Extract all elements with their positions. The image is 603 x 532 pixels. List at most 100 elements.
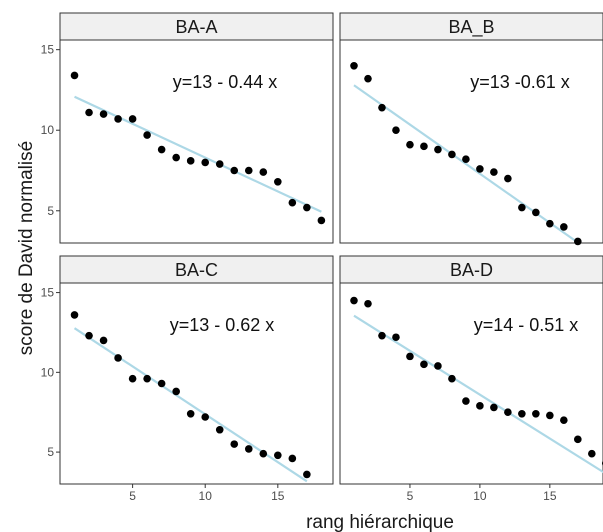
- data-point: [532, 410, 540, 418]
- facet-title: BA_B: [448, 17, 494, 38]
- data-point: [364, 74, 372, 83]
- data-point: [518, 410, 526, 418]
- data-point: [288, 198, 297, 207]
- panel-border: [59, 39, 334, 244]
- data-point: [448, 150, 456, 159]
- data-point: [532, 208, 540, 217]
- x-tick-label: 15: [271, 489, 285, 503]
- x-axis-title: rang hiérarchique: [306, 512, 454, 532]
- data-point: [85, 108, 93, 117]
- data-point: [259, 449, 268, 458]
- data-point: [434, 145, 442, 154]
- data-point: [288, 454, 297, 463]
- data-point: [143, 374, 151, 383]
- regression-line: [353, 314, 603, 474]
- regression-equation: y=13 - 0.62 x: [170, 315, 275, 335]
- data-point: [172, 153, 180, 162]
- data-point: [215, 425, 224, 434]
- data-point: [504, 174, 512, 183]
- y-tick-label: 15: [41, 43, 55, 57]
- data-point: [230, 166, 239, 175]
- regression-equation: y=13 - 0.44 x: [173, 72, 278, 92]
- data-point: [392, 126, 400, 135]
- data-point: [476, 402, 484, 410]
- y-tick-label: 15: [41, 286, 55, 300]
- y-axis-title: score de David normalisé: [16, 141, 37, 355]
- data-point: [462, 155, 470, 164]
- data-point: [350, 296, 358, 305]
- y-tick-label: 10: [41, 365, 55, 379]
- x-tick-label: 5: [407, 489, 414, 503]
- data-point: [85, 331, 93, 340]
- regression-equation: y=13 -0.61 x: [470, 72, 570, 92]
- data-point: [259, 168, 268, 176]
- data-point: [560, 416, 568, 424]
- data-point: [114, 115, 122, 123]
- data-point: [546, 411, 554, 420]
- facet-title: BA-D: [450, 260, 493, 280]
- regression-line: [73, 327, 308, 483]
- data-point: [303, 203, 311, 212]
- data-point: [201, 413, 210, 421]
- data-point: [434, 362, 442, 370]
- data-point: [574, 237, 582, 246]
- data-point: [274, 451, 282, 460]
- data-point: [70, 311, 79, 319]
- regression-line: [74, 95, 322, 213]
- panel-border: [339, 39, 603, 244]
- data-point: [546, 219, 554, 228]
- data-point: [476, 165, 484, 173]
- x-tick-label: 5: [129, 489, 136, 503]
- data-point: [128, 374, 137, 383]
- data-point: [303, 470, 311, 479]
- data-point: [378, 103, 386, 112]
- data-point: [364, 299, 372, 308]
- data-point: [143, 131, 151, 139]
- x-tick-label: 15: [543, 489, 557, 503]
- facet-strip: [59, 255, 334, 284]
- data-point: [350, 61, 358, 70]
- data-point: [504, 408, 512, 417]
- regression-equation: y=14 - 0.51 x: [474, 315, 579, 335]
- data-point: [420, 360, 428, 369]
- facet-title: BA-A: [175, 17, 217, 37]
- data-point: [230, 440, 239, 448]
- regression-line: [353, 84, 579, 244]
- data-point: [99, 336, 108, 345]
- panel-border: [339, 282, 603, 485]
- data-point: [201, 158, 210, 167]
- panel-border: [59, 282, 334, 485]
- data-point: [157, 379, 166, 388]
- data-point: [244, 445, 253, 453]
- y-tick-label: 5: [47, 204, 54, 218]
- data-point: [392, 333, 400, 342]
- data-point: [490, 403, 498, 412]
- data-point: [560, 223, 568, 231]
- data-point: [588, 449, 596, 458]
- data-point: [215, 160, 224, 168]
- data-point: [244, 166, 253, 175]
- data-point: [420, 142, 428, 151]
- data-point: [448, 374, 456, 383]
- data-point: [99, 110, 108, 118]
- data-point: [406, 140, 414, 149]
- x-tick-label: 10: [473, 489, 487, 503]
- data-point: [317, 216, 326, 225]
- x-tick-label: 10: [199, 489, 213, 503]
- data-point: [114, 354, 122, 362]
- data-point: [128, 115, 137, 123]
- data-point: [70, 71, 79, 80]
- data-point: [186, 157, 195, 165]
- data-point: [574, 435, 582, 444]
- data-point: [518, 203, 526, 212]
- data-point: [172, 387, 180, 396]
- data-point: [462, 397, 470, 405]
- data-point: [186, 410, 195, 418]
- y-tick-label: 10: [41, 123, 55, 137]
- facet-strip: [339, 255, 603, 284]
- data-point: [490, 168, 498, 176]
- facet-strip: [59, 12, 334, 41]
- data-point: [157, 145, 166, 154]
- y-tick-label: 5: [47, 445, 54, 459]
